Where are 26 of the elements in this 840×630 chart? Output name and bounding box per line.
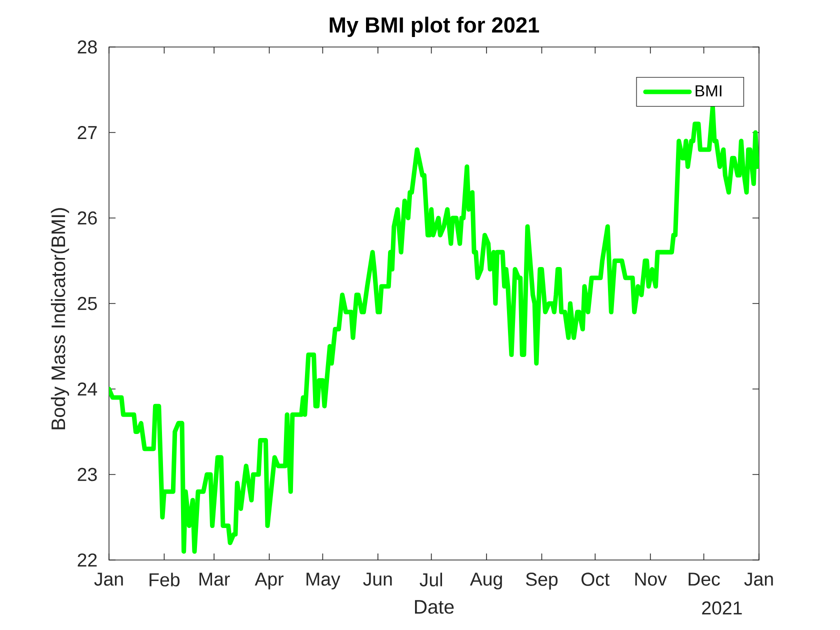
legend-label: BMI: [696, 85, 722, 96]
x-tick-label: Jan: [744, 572, 773, 586]
y-tick-label: 24: [78, 382, 98, 396]
x-tick-label: Feb: [150, 572, 180, 586]
y-tick-label: 25: [78, 296, 97, 310]
y-tick-label: 22: [78, 553, 97, 566]
x-tick-label: Apr: [254, 572, 284, 590]
text: 2021: [702, 601, 742, 615]
y-tick-label: 26: [78, 211, 97, 225]
x-tick-label: Jul: [420, 572, 442, 586]
x-tick-label: May: [306, 572, 340, 590]
x-tick-label: Aug: [470, 572, 502, 590]
y-tick-label: 23: [78, 468, 97, 482]
x-tick-label: Oct: [582, 572, 610, 586]
chart-title: My BMI plot for 2021: [330, 16, 540, 37]
x-tick-label: Sep: [526, 572, 558, 590]
x-tick-label: Mar: [200, 572, 230, 586]
x-tick-label: Nov: [635, 572, 667, 586]
x-tick-label: Jan: [94, 572, 123, 586]
y-tick-label: 27: [78, 126, 97, 140]
x-tick-label: Jun: [363, 572, 392, 586]
y-tick-label: 28: [78, 40, 97, 54]
x-tick-label: Dec: [688, 572, 720, 586]
line-series: [109, 104, 759, 554]
y-axis-title: Body Mass Indicator(BMI): [50, 208, 70, 430]
x-axis-title: Date: [415, 600, 454, 614]
